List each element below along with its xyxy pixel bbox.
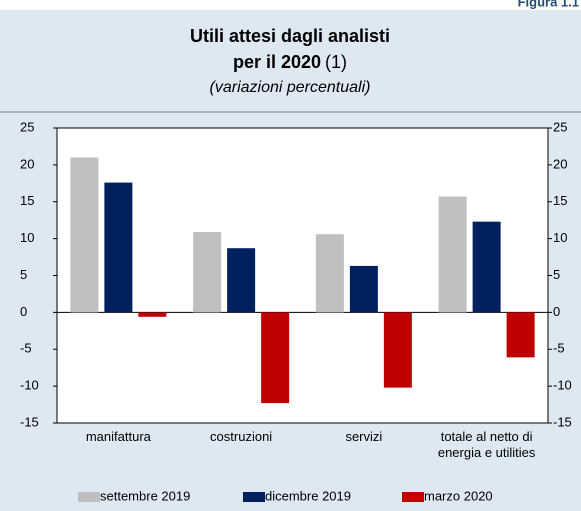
y2-tick-label: 15 — [553, 193, 567, 208]
y2-tick-label: 20 — [553, 156, 567, 171]
x-tick-label: manifattura — [85, 429, 151, 444]
bar — [506, 312, 535, 358]
top-strip — [0, 0, 581, 10]
y-tick-label: -10 — [20, 378, 39, 393]
bar — [349, 265, 378, 313]
y-tick-label: -15 — [20, 414, 39, 429]
y2-tick-label: -5 — [553, 341, 565, 356]
x-tick-label: totale al netto di energia e utilities — [437, 429, 536, 460]
legend-label: settembre 2019 — [100, 488, 190, 503]
y-tick-label: 20 — [20, 156, 34, 171]
bar — [261, 312, 290, 404]
y2-tick-label: -10 — [553, 378, 572, 393]
chart-title-line2: per il 2020 — [233, 52, 321, 72]
x-tick-label: costruzioni — [210, 429, 273, 444]
y2-tick-label: 25 — [553, 119, 567, 134]
bar — [383, 312, 412, 388]
y-tick-label: 5 — [20, 267, 27, 282]
bar — [138, 312, 167, 317]
y-tick-label: 15 — [20, 193, 34, 208]
bar — [70, 157, 99, 313]
y2-tick-label: 0 — [553, 304, 560, 319]
bar — [193, 231, 222, 313]
legend-label: marzo 2020 — [424, 488, 493, 503]
y-tick-label: 10 — [20, 230, 34, 245]
y2-tick-label: 10 — [553, 230, 567, 245]
subtitle: (variazioni percentuali) — [210, 79, 371, 96]
legend-swatch — [402, 492, 424, 502]
y2-tick-label: 5 — [553, 267, 560, 282]
chart-title: Utili attesi dagli analisti — [190, 26, 390, 46]
bar — [472, 221, 501, 313]
bar — [104, 182, 133, 313]
figure-label: Figura 1.1 — [518, 0, 579, 9]
x-tick-label: servizi — [345, 429, 383, 444]
title-note: (1) — [325, 52, 347, 72]
y2-tick-label: -15 — [553, 414, 572, 429]
bar — [315, 234, 344, 313]
y-tick-label: 0 — [20, 304, 27, 319]
legend-swatch — [78, 492, 100, 502]
bar — [438, 196, 467, 313]
legend-swatch — [243, 492, 265, 502]
legend-label: dicembre 2019 — [265, 488, 351, 503]
y-tick-label: -5 — [20, 341, 32, 356]
bar — [227, 248, 256, 313]
y-tick-label: 25 — [20, 119, 34, 134]
